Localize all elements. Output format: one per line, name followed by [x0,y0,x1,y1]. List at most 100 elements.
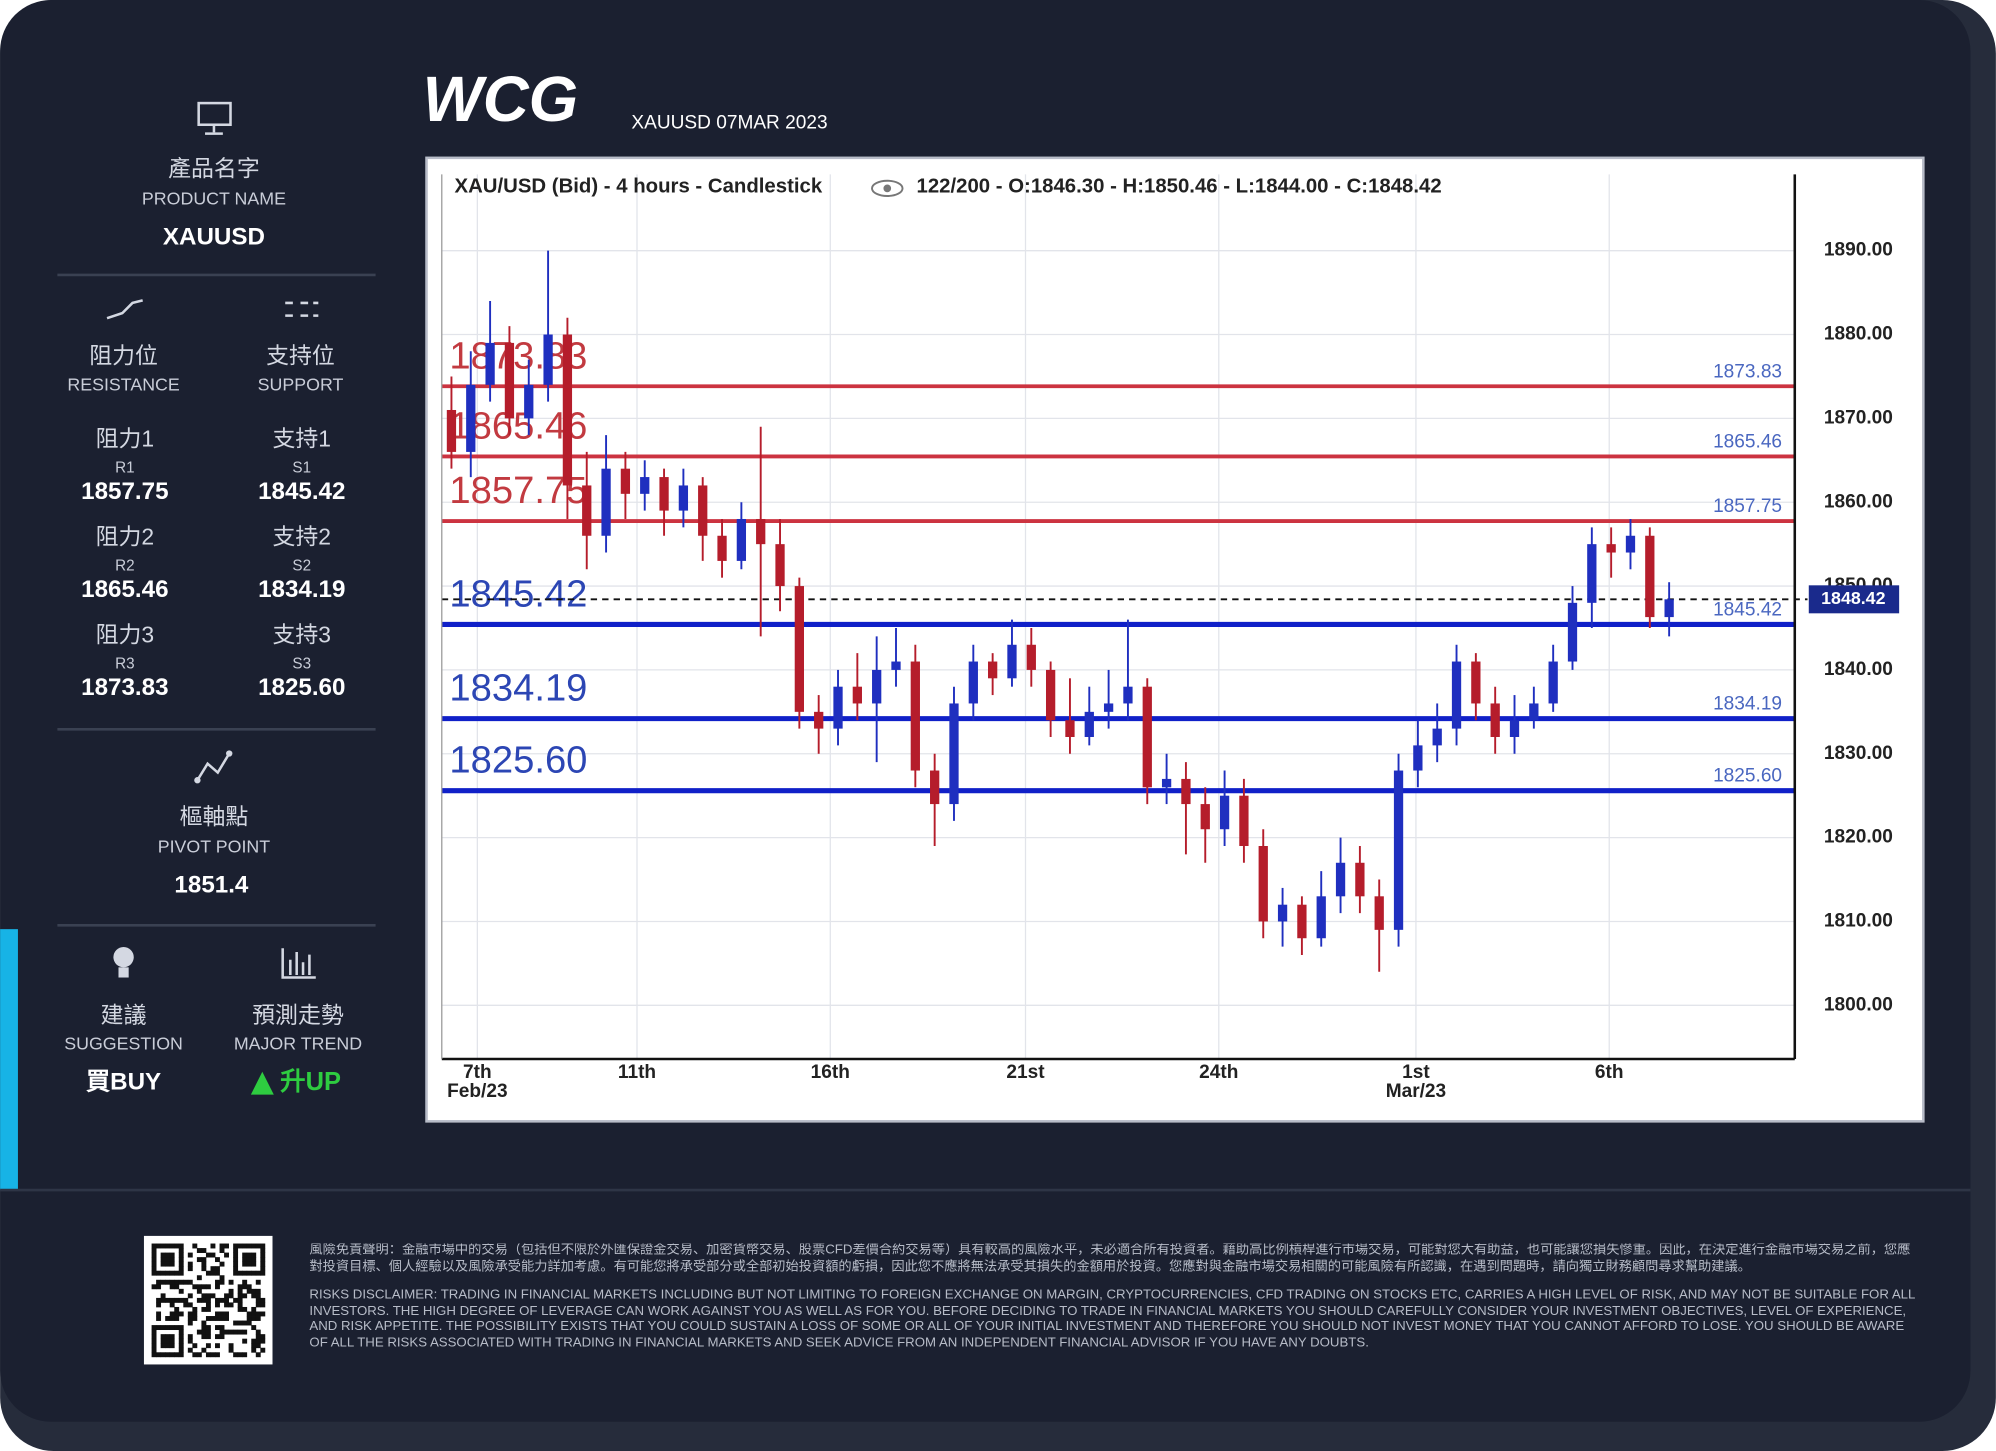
qr-cell [201,1266,207,1272]
qr-cell [260,1297,266,1303]
qr-cell [156,1302,162,1308]
qr-cell [187,1252,193,1258]
qr-cell [233,1270,239,1276]
qr-cell [187,1261,193,1267]
qr-cell [165,1297,171,1303]
qr-cell [160,1334,166,1340]
qr-cell [187,1320,193,1326]
qr-cell [196,1288,202,1294]
qr-cell [187,1279,193,1285]
qr-cell [169,1316,175,1321]
qr-cell [178,1297,184,1303]
level-tag: 1873.83 [1713,361,1782,382]
qr-cell [156,1352,162,1358]
qr-cell [151,1338,157,1344]
candle-body [1258,846,1268,922]
level-tag: 1845.42 [1713,600,1782,621]
qr-cell [237,1243,243,1249]
qr-cell [201,1248,207,1253]
qr-cell [205,1297,211,1303]
qr-cell [160,1257,166,1263]
qr-cell [255,1279,261,1285]
qr-cell [160,1243,166,1249]
disclaimer: 風險免責聲明：金融市場中的交易（包括但不限於外匯保證金交易、加密貨幣交易、股票C… [309,1244,1914,1351]
qr-cell [242,1257,248,1263]
qr-cell [187,1302,193,1308]
qr-cell [251,1325,257,1331]
level-value: 1857.75 [81,478,168,505]
qr-cell [233,1329,239,1335]
qr-cell [196,1248,202,1253]
level-name: 支持2 [272,523,331,549]
qr-cell [233,1248,239,1253]
candle-body [833,686,843,729]
qr-cell [156,1279,162,1285]
candle-body [446,409,457,452]
qr-cell [246,1320,252,1326]
qr-cell [160,1325,166,1331]
candle-body [1529,703,1539,721]
candle-body [775,544,785,587]
level-value: 1865.46 [81,576,168,603]
label-en: PRODUCT NAME [142,189,286,209]
label-zh: 建議 [101,1002,147,1028]
qr-cell [192,1306,198,1312]
qr-cell [242,1252,248,1258]
label-zh: 支持位 [266,343,335,369]
qr-cell [255,1334,261,1340]
current-price-box [1808,585,1900,614]
qr-cell [228,1343,234,1349]
qr-cell [178,1270,184,1276]
candle-body [717,535,727,561]
candle-body [794,586,804,712]
qr-cell [174,1279,180,1285]
qr-cell [205,1252,211,1258]
qr-cell [174,1284,180,1290]
level-label: 1834.19 [449,667,587,710]
y-tick-label: 1800.00 [1824,994,1893,1015]
candle-body [1645,535,1655,618]
qr-cell [233,1320,239,1326]
x-tick-label: 16th [811,1062,850,1083]
qr-cell [260,1248,266,1253]
candle-body [582,485,592,536]
qr-cell [201,1306,207,1312]
candle-body [1587,544,1597,603]
level-code: S3 [292,655,311,672]
level-tag: 1825.60 [1713,766,1782,787]
qr-cell [255,1338,261,1344]
qr-cell [160,1270,166,1276]
qr-cell [151,1347,157,1353]
qr-cell [165,1279,171,1285]
qr-cell [210,1352,216,1358]
qr-cell [210,1243,216,1249]
eye-icon [883,184,892,193]
qr-cell [174,1297,180,1303]
qr-cell [251,1311,257,1317]
chart-frame [425,156,1925,1123]
qr-cell [151,1257,157,1263]
qr-cell [178,1334,184,1340]
qr-cell [210,1252,216,1258]
chart-title: XAU/USD (Bid) - 4 hours - Candlestick [455,175,823,197]
qr-cell [237,1270,243,1276]
qr-cell [201,1325,207,1331]
candle-body [1606,544,1616,553]
y-tick-label: 1810.00 [1824,911,1893,932]
qr-cell [165,1334,171,1340]
label-en: SUGGESTION [64,1034,183,1054]
level-name: 支持3 [272,621,331,647]
x-tick-label: 11th [618,1062,656,1083]
qr-cell [255,1316,261,1321]
level-name: 阻力1 [96,425,155,451]
qr-cell [205,1325,211,1331]
label-en: PIVOT POINT [158,836,271,856]
level-value: 1873.83 [81,674,168,701]
x-tick-sublabel: Feb/23 [447,1081,507,1102]
candle-body [988,661,998,679]
x-tick-label: 6th [1595,1062,1624,1083]
accent-strip [0,929,18,1191]
candle-body [1432,728,1442,746]
qr-cell [251,1270,257,1276]
qr-cell [183,1302,189,1308]
